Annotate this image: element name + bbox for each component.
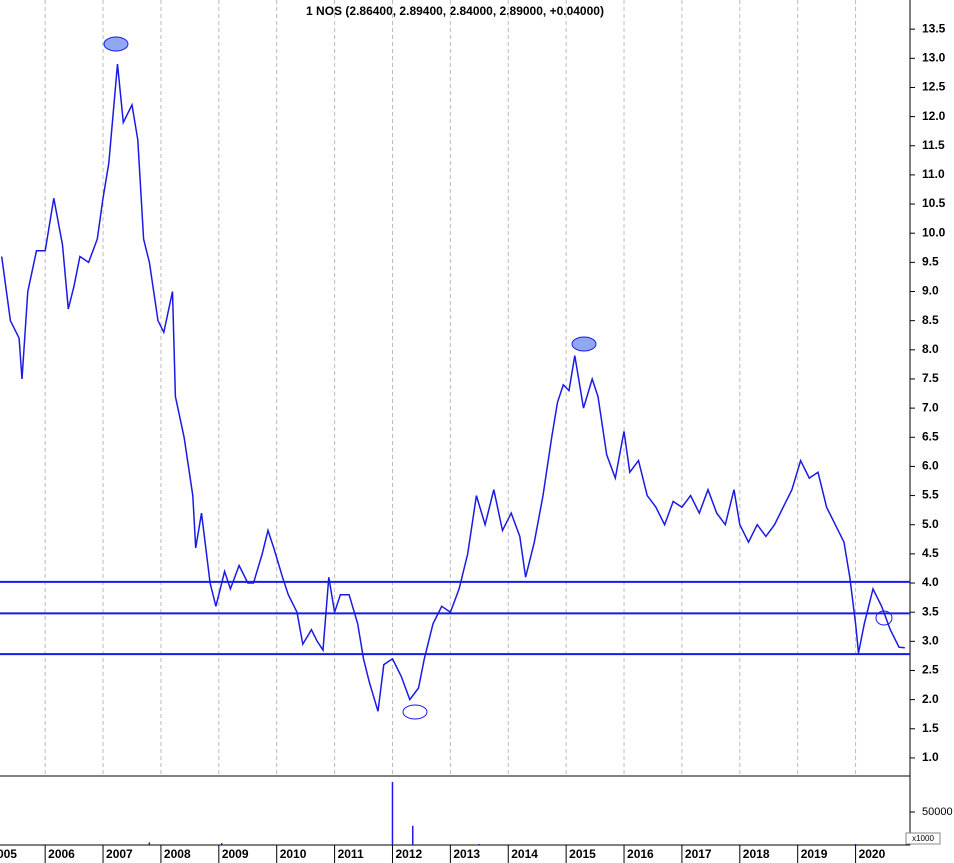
y-tick-label: 6.0 [922,459,939,473]
y-tick-label: 3.5 [922,604,939,618]
x-tick-label: 2007 [106,847,133,861]
x-tick-label: 2005 [0,847,17,861]
y-tick-label: 6.5 [922,429,939,443]
y-tick-label: 4.0 [922,575,939,589]
price-line [0,64,905,712]
x-tick-label: 2017 [685,847,712,861]
y-tick-label: 8.5 [922,313,939,327]
y-tick-label: 9.0 [922,284,939,298]
x-tick-label: 2008 [164,847,191,861]
y-tick-label: 10.5 [922,196,946,210]
y-tick-label: 13.5 [922,21,946,35]
x-tick-label: 2012 [395,847,422,861]
y-tick-label: 4.5 [922,546,939,560]
y-tick-label: 2.5 [922,663,939,677]
chart-title: 1 NOS (2.86400, 2.89400, 2.84000, 2.8900… [306,4,604,18]
volume-unit: x1000 [912,834,934,843]
y-tick-label: 5.5 [922,488,939,502]
y-tick-label: 8.0 [922,342,939,356]
y-tick-label: 11.0 [922,167,945,181]
x-tick-label: 2009 [222,847,249,861]
y-tick-label: 50000 [922,806,953,818]
y-tick-label: 13.0 [922,50,946,64]
x-tick-label: 2020 [859,847,886,861]
y-tick-label: 7.0 [922,400,939,414]
y-tick-label: 2.0 [922,692,939,706]
x-tick-label: 2015 [569,847,596,861]
y-tick-label: 1.0 [922,750,939,764]
y-tick-label: 12.5 [922,80,946,94]
bull-icon [103,36,597,352]
y-tick-label: 1.5 [922,721,939,735]
y-tick-label: 3.0 [922,633,939,647]
x-tick-label: 2019 [801,847,828,861]
y-tick-label: 7.5 [922,371,939,385]
x-tick-label: 2016 [627,847,654,861]
x-tick-label: 2011 [338,847,364,861]
y-tick-label: 11.5 [922,138,945,152]
x-tick-label: 2014 [511,847,538,861]
y-tick-label: 9.5 [922,255,939,269]
x-tick-label: 2013 [453,847,480,861]
x-tick-label: 2018 [743,847,770,861]
bear-icon [402,610,893,720]
y-tick-label: 12.0 [922,109,946,123]
y-tick-label: 5.0 [922,517,939,531]
unit-box [905,832,941,845]
x-tick-label: 2006 [48,847,75,861]
y-tick-label: 10.0 [922,225,946,239]
x-tick-label: 2010 [280,847,307,861]
